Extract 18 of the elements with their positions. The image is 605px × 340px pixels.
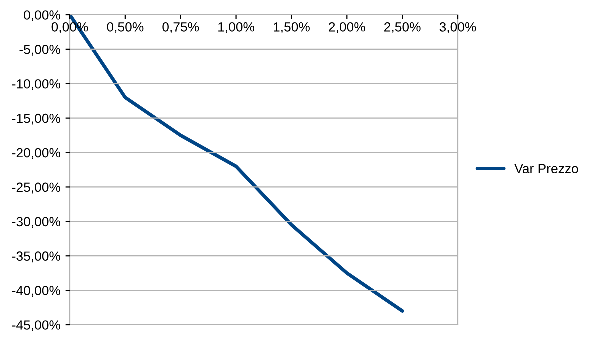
legend-label: Var Prezzo	[514, 164, 578, 174]
x-tick-label: 0,75%	[162, 22, 200, 34]
x-tick-label: 0,50%	[107, 22, 144, 34]
y-tick-label: -40,00%	[12, 286, 61, 298]
y-tick-label: -30,00%	[12, 217, 61, 228]
y-tick-label: -35,00%	[12, 252, 61, 263]
x-tick-label: 1,00%	[218, 22, 255, 34]
x-tick-label: 1,50%	[274, 22, 310, 34]
x-tick-label: 3,00%	[440, 22, 476, 34]
y-tick-label: -10,00%	[12, 79, 61, 90]
y-tick-label: 0,00%	[24, 10, 61, 22]
y-tick-label: -45,00%	[12, 320, 61, 332]
y-tick-label: -25,00%	[12, 182, 61, 194]
x-tick-label: 2,00%	[329, 22, 366, 34]
y-tick-label: -20,00%	[12, 148, 61, 160]
y-tick-label: -5,00%	[20, 45, 61, 56]
y-tick-label: -15,00%	[12, 114, 61, 125]
x-tick-label: 2,50%	[384, 22, 421, 34]
